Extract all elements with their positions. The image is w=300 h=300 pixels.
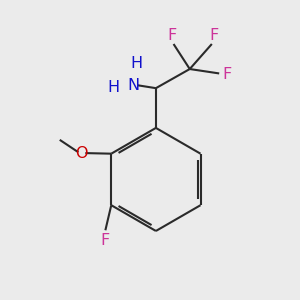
Text: F: F: [223, 68, 232, 82]
Text: F: F: [101, 232, 110, 247]
Text: F: F: [167, 28, 177, 43]
Text: H: H: [107, 80, 120, 95]
Text: F: F: [210, 28, 219, 43]
Text: H: H: [131, 56, 143, 71]
Text: N: N: [128, 78, 140, 93]
Text: O: O: [76, 146, 88, 160]
